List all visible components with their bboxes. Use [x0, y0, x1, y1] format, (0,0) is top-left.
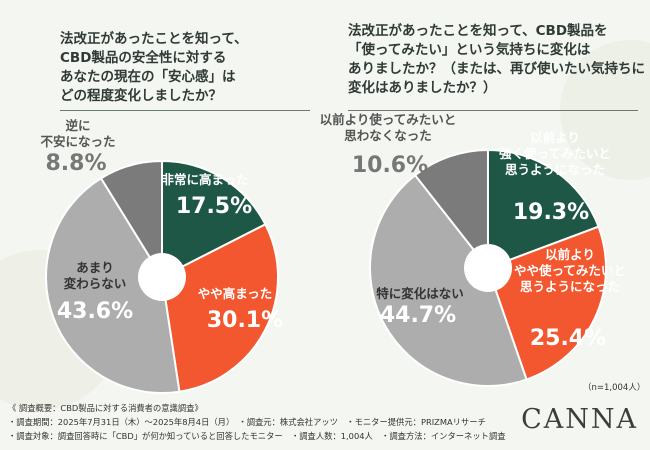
chart-2-center-hole [464, 244, 512, 292]
chart-1-category-label-1: 非常に高まった [161, 172, 248, 187]
chart-1-slice-2 [160, 222, 279, 393]
brand-logo: CANNA [521, 404, 638, 435]
pie-charts: 非常に高まった 17.5% やや高まった 30.1% あまり変わらない 43.6% 逆に不安… [40, 112, 626, 394]
chart-1-category-label-2: やや高まった [198, 286, 273, 301]
sample-size-note: （n=1,004人） [583, 383, 646, 393]
chart-1-slice-4 [99, 159, 163, 281]
chart-2-title-rule [348, 110, 638, 111]
chart-2-value-label-1: 19.3% [513, 200, 589, 225]
chart-2-value-label-3: 44.7% [380, 303, 456, 328]
chart-1-category-label-3: あまり変わらない [64, 260, 127, 291]
chart-2-category-label-4: 以前より使ってみたいと思わなくなった [320, 112, 457, 143]
chart-2-slice-4 [413, 148, 489, 271]
chart-1-slice-3 [45, 176, 181, 394]
chart-1-value-label-2: 30.1% [207, 308, 283, 333]
chart-1-value-label-1: 17.5% [176, 194, 252, 219]
footer-line-2: ・調査期間：2025年7月31日（木）～2025年8月4日（月） ・調査元：株式… [8, 417, 486, 427]
chart-2-value-label-2: 25.4% [530, 326, 606, 351]
chart-1-category-label-4: 逆に不安になった [40, 118, 115, 149]
chart-1-value-label-3: 43.6% [57, 299, 133, 324]
chart-2-category-label-3: 特に変化はない [376, 286, 464, 301]
chart-2-title: 法改正があったことを知って、CBD製品を 「使ってみたい」という気持ちに変化は … [348, 23, 645, 96]
survey-footer: 《 調査概要：CBD製品に対する消費者の意識調査》 ・調査期間：2025年7月3… [0, 398, 650, 450]
chart-2-slice-2 [486, 225, 607, 381]
chart-2-value-label-4: 10.6% [352, 153, 428, 178]
chart-1-center-hole [138, 253, 186, 301]
footer-line-1: 《 調査概要：CBD製品に対する消費者の意識調査》 [8, 403, 203, 413]
chart-1-title-rule [60, 110, 310, 111]
chart-2-category-label-1: 以前より強く使ってみたいと思うようになった [499, 130, 611, 177]
chart-1-slice-1 [161, 159, 267, 279]
chart-2-slice-3 [369, 173, 528, 387]
chart-1-value-label-4: 8.8% [45, 151, 106, 176]
chart-1-title: 法改正があったことを知って、 CBD製品の安全性に対する あなたの現在の「安心感… [60, 31, 248, 104]
chart-2-slice-1 [487, 148, 600, 270]
footer-line-3: ・調査対象：調査回答時に「CBD」が何か知っていると回答したモニター ・調査人数… [8, 431, 506, 441]
chart-2-category-label-2: 以前よりやや使ってみたいと思うようになった [514, 247, 626, 294]
